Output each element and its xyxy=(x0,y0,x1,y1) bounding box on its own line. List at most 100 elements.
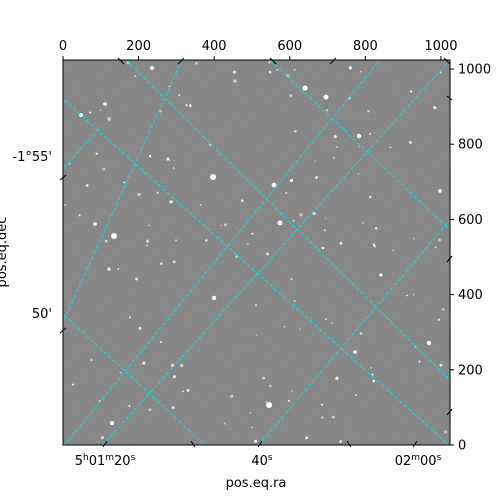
star xyxy=(437,318,441,321)
star xyxy=(185,103,188,107)
star xyxy=(186,388,190,392)
star xyxy=(418,360,421,363)
star xyxy=(119,371,122,374)
star xyxy=(145,244,148,247)
star xyxy=(438,238,441,242)
dec-tick-label: 50' xyxy=(32,307,52,322)
grid-line xyxy=(102,60,450,445)
coordinate-tick-mark xyxy=(346,440,352,448)
star xyxy=(331,322,333,325)
sky-image xyxy=(63,60,450,445)
star xyxy=(358,146,360,148)
bright-star xyxy=(302,85,308,91)
star xyxy=(254,303,258,307)
star xyxy=(331,415,335,419)
star xyxy=(321,416,324,419)
star xyxy=(226,223,228,226)
star xyxy=(348,66,352,70)
star xyxy=(286,74,290,78)
y-tick-label: 800 xyxy=(458,138,483,153)
star xyxy=(134,75,137,77)
x-tick-label: 800 xyxy=(353,39,378,54)
star xyxy=(175,239,177,241)
star xyxy=(368,195,372,199)
bright-star xyxy=(211,295,217,301)
star xyxy=(78,214,81,217)
star xyxy=(160,262,163,265)
star xyxy=(408,140,413,145)
star xyxy=(68,162,71,165)
star xyxy=(444,430,448,434)
bright-star xyxy=(110,421,114,425)
star xyxy=(287,399,291,402)
star xyxy=(332,156,335,159)
bright-star xyxy=(111,233,117,239)
star xyxy=(235,255,238,259)
bright-star xyxy=(210,174,216,180)
star xyxy=(99,109,102,112)
star xyxy=(208,143,212,147)
y-tick-label: 1000 xyxy=(458,63,491,78)
star xyxy=(371,373,374,376)
star xyxy=(233,79,237,83)
star xyxy=(336,146,339,149)
star xyxy=(276,69,279,71)
coordinate-tick-mark xyxy=(446,255,453,263)
star xyxy=(413,238,415,240)
star xyxy=(71,383,75,386)
star xyxy=(180,363,184,368)
star xyxy=(359,332,363,335)
star xyxy=(85,184,89,187)
coordinate-tick-mark xyxy=(59,327,67,334)
star xyxy=(117,268,120,271)
grid-line xyxy=(63,60,183,321)
star xyxy=(339,241,343,245)
star xyxy=(173,375,176,378)
star xyxy=(148,408,152,412)
star xyxy=(160,340,163,343)
star xyxy=(373,132,376,134)
star xyxy=(128,404,131,407)
star xyxy=(379,273,383,277)
coordinate-tick-mark xyxy=(446,95,453,101)
bright-star xyxy=(353,350,357,354)
star xyxy=(178,94,181,97)
star xyxy=(441,308,445,311)
star xyxy=(247,243,249,246)
star xyxy=(294,130,297,133)
star xyxy=(312,212,316,216)
star xyxy=(254,439,258,443)
y-pixel-ticks-right: 0 200 400 600 800 1000 xyxy=(450,63,491,454)
coordinate-tick-mark xyxy=(269,57,277,65)
star xyxy=(293,68,296,71)
coordinate-tick-mark xyxy=(177,57,185,65)
star xyxy=(166,157,170,161)
star xyxy=(199,204,202,206)
star xyxy=(142,361,146,365)
bright-star xyxy=(356,133,362,139)
ra-tick-label: 5h01m20s xyxy=(75,453,136,469)
star xyxy=(262,376,265,380)
y-tick-label: 400 xyxy=(458,288,483,303)
ra-tick-label: 40s xyxy=(251,453,273,469)
star xyxy=(173,159,175,162)
star xyxy=(373,245,376,248)
star xyxy=(251,426,253,429)
bright-star xyxy=(277,220,283,226)
star xyxy=(292,219,295,222)
coordinate-grid xyxy=(63,60,450,445)
x-tick-label: 0 xyxy=(59,39,67,54)
x-tick-label: 600 xyxy=(277,39,302,54)
star xyxy=(128,316,132,319)
star xyxy=(172,166,175,170)
coordinate-tick-mark xyxy=(257,440,263,448)
star xyxy=(439,363,443,367)
star xyxy=(432,106,436,109)
coordinate-tick-mark xyxy=(412,440,418,448)
grid-line xyxy=(63,99,450,445)
star xyxy=(266,252,269,256)
star xyxy=(289,178,294,183)
star xyxy=(255,334,258,336)
star xyxy=(339,440,343,443)
star xyxy=(169,200,173,204)
